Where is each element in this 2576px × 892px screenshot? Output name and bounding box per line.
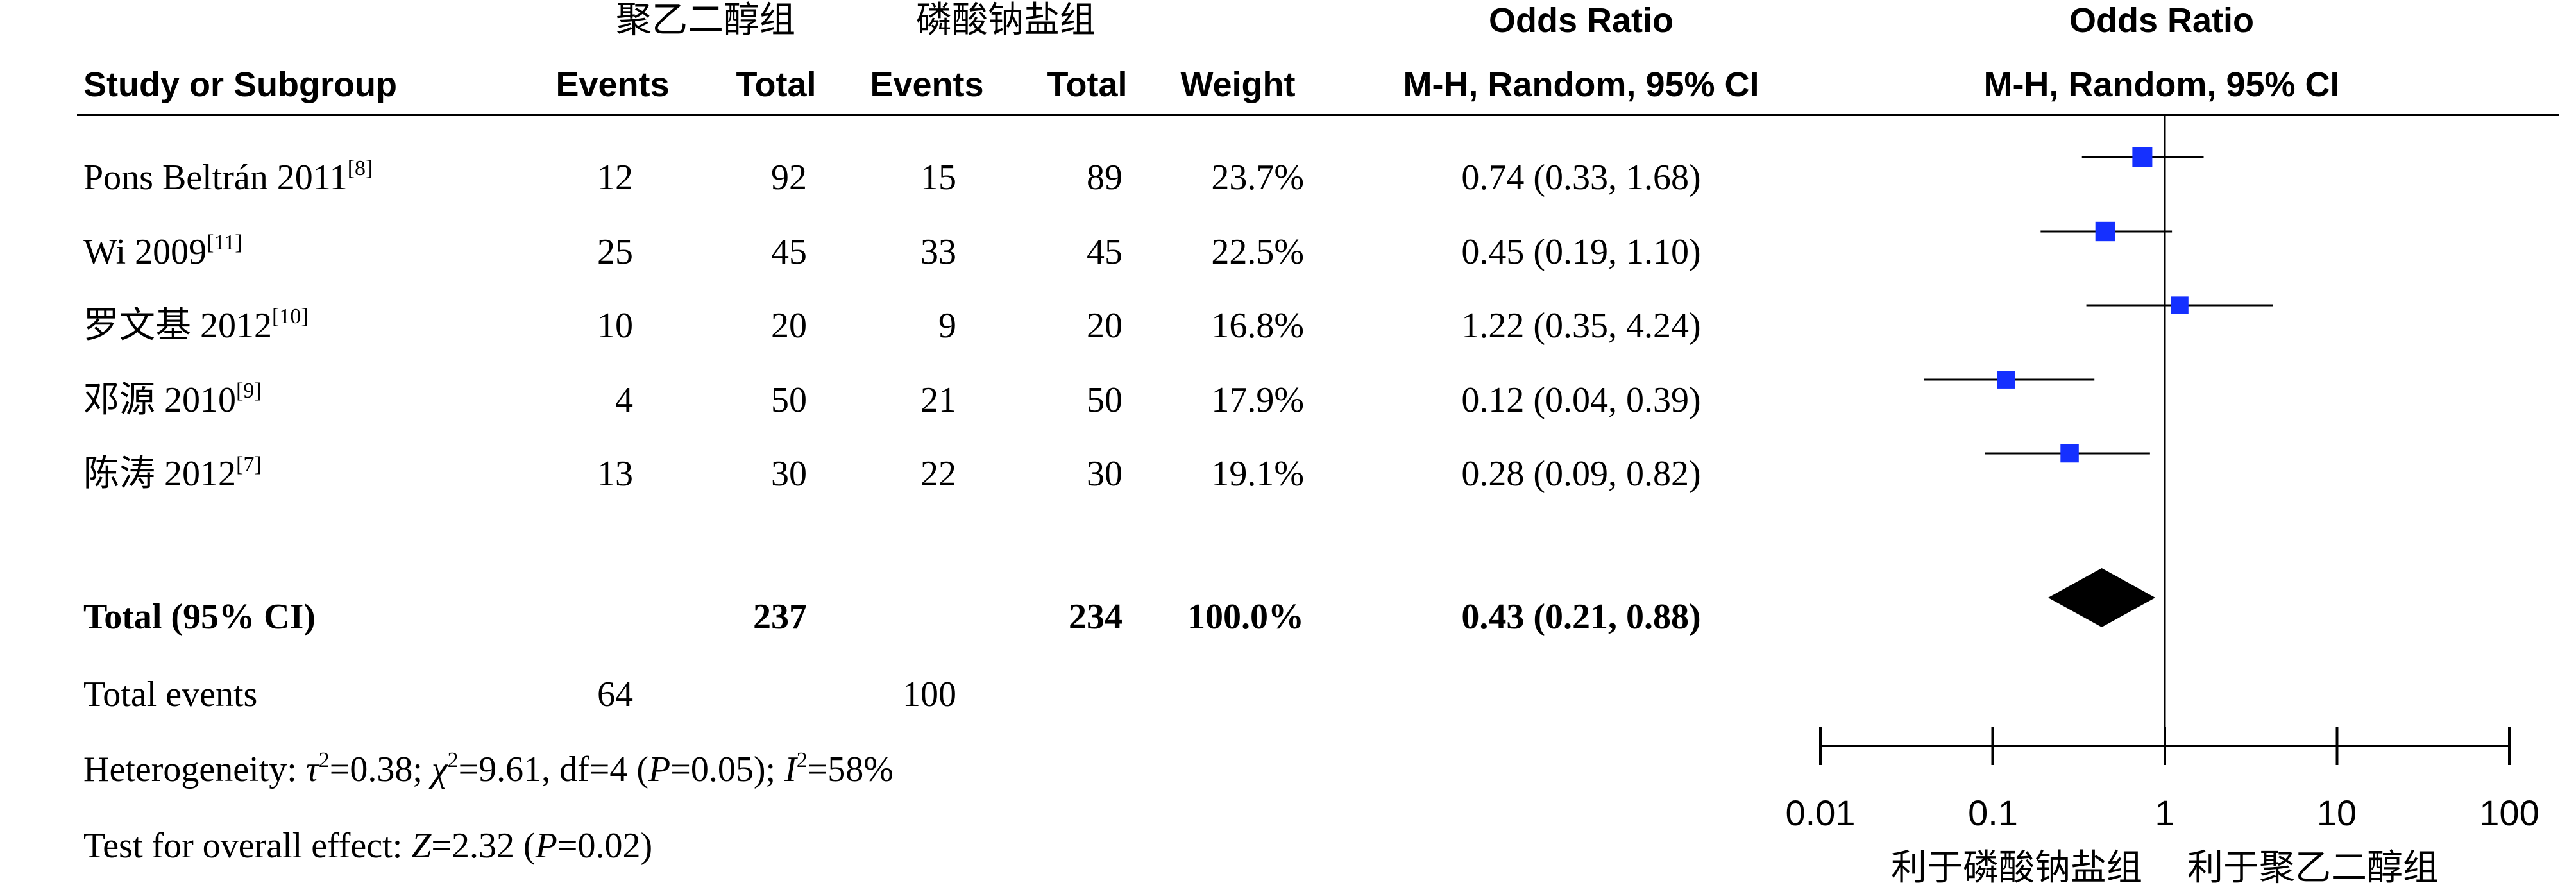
weight-cell: 22.5% xyxy=(1211,232,1304,272)
total-events1: 64 xyxy=(597,675,633,714)
study-ref: [10] xyxy=(272,305,309,328)
total2-cell: 20 xyxy=(1087,306,1123,346)
weight-col-header: Weight xyxy=(1181,65,1296,104)
events2-cell: 33 xyxy=(920,232,956,272)
events1-cell: 12 xyxy=(597,158,633,198)
favours-right-label: 利于聚乙二醇组 xyxy=(2187,847,2439,889)
study-name: 罗文基 2012[10] xyxy=(83,305,309,346)
events2-cell: 9 xyxy=(938,306,956,346)
total1-cell: 20 xyxy=(771,306,807,346)
pooled-diamond xyxy=(2048,568,2156,627)
ci-cell: 1.22 (0.35, 4.24) xyxy=(1461,306,1700,346)
total-events2: 100 xyxy=(902,675,956,714)
weight-cell: 19.1% xyxy=(1211,454,1304,494)
tick-label: 100 xyxy=(2479,793,2539,833)
study-marker xyxy=(2060,444,2079,463)
total2-col-header: Total xyxy=(1047,65,1128,104)
total2-cell: 30 xyxy=(1087,454,1123,494)
study-name: 陈涛 2012[7] xyxy=(83,453,262,494)
method-plot-header: M-H, Random, 95% CI xyxy=(1983,65,2339,104)
study-row: Wi 2009[11] 25 45 33 45 22.5% 0.45 (0.19… xyxy=(83,231,1701,272)
events2-col-header: Events xyxy=(870,65,983,104)
forest-plot-area xyxy=(1819,115,2511,765)
ci-cell: 0.45 (0.19, 1.10) xyxy=(1461,232,1700,272)
total2-cell: 89 xyxy=(1087,158,1123,198)
ci-cell: 0.12 (0.04, 0.39) xyxy=(1461,380,1700,420)
study-row: 邓源 2010[9] 4 50 21 50 17.9% 0.12 (0.04, … xyxy=(83,379,1701,420)
events1-col-header: Events xyxy=(555,65,669,104)
total1-cell: 50 xyxy=(771,380,807,420)
overall-effect-text: Test for overall effect: Z=2.32 (P=0.02) xyxy=(83,826,652,866)
events2-cell: 22 xyxy=(920,454,956,494)
ci-cell: 0.74 (0.33, 1.68) xyxy=(1461,158,1700,198)
method-col-header: M-H, Random, 95% CI xyxy=(1403,65,1759,104)
total2-cell: 45 xyxy=(1087,232,1123,272)
study-ref: [7] xyxy=(236,453,262,476)
weight-cell: 17.9% xyxy=(1211,380,1304,420)
total1-cell: 30 xyxy=(771,454,807,494)
total-label: Total (95% CI) xyxy=(83,597,316,637)
study-name: Pons Beltrán 2011[8] xyxy=(83,156,373,198)
group1-header: 聚乙二醇组 xyxy=(616,0,795,41)
weight-cell: 16.8% xyxy=(1211,306,1304,346)
tick-label: 0.1 xyxy=(1968,793,2018,833)
odds-ratio-title: Odds Ratio xyxy=(1489,1,1674,40)
weight-cell: 23.7% xyxy=(1211,158,1304,198)
study-row: 陈涛 2012[7] 13 30 22 30 19.1% 0.28 (0.09,… xyxy=(83,453,1701,494)
events1-cell: 25 xyxy=(597,232,633,272)
total-row: Total (95% CI) 237 234 100.0% 0.43 (0.21… xyxy=(83,597,1701,637)
events1-cell: 10 xyxy=(597,306,633,346)
group2-header: 磷酸钠盐组 xyxy=(916,0,1096,41)
study-ref: [8] xyxy=(348,156,373,180)
total-events-row: Total events 64 100 xyxy=(83,675,956,714)
study-marker xyxy=(1997,371,2015,389)
total1-cell: 92 xyxy=(771,158,807,198)
study-marker xyxy=(2171,296,2189,314)
study-name: Wi 2009[11] xyxy=(83,231,242,272)
odds-ratio-plot-title: Odds Ratio xyxy=(2069,1,2254,40)
total-events-label: Total events xyxy=(83,675,257,714)
total1-col-header: Total xyxy=(736,65,817,104)
total-weight: 100.0% xyxy=(1187,597,1304,637)
study-marker xyxy=(2095,221,2115,242)
total2-cell: 50 xyxy=(1087,380,1123,420)
study-name: 邓源 2010[9] xyxy=(83,379,262,420)
total1-sum: 237 xyxy=(753,597,807,637)
events1-cell: 4 xyxy=(615,380,633,420)
total2-sum: 234 xyxy=(1069,597,1123,637)
pooled-ci: 0.43 (0.21, 0.88) xyxy=(1461,597,1700,637)
tick-label: 1 xyxy=(2155,793,2174,833)
study-marker xyxy=(2132,147,2153,167)
ci-cell: 0.28 (0.09, 0.82) xyxy=(1461,454,1700,494)
tick-label: 0.01 xyxy=(1786,793,1856,833)
tick-label: 10 xyxy=(2317,793,2357,833)
events2-cell: 21 xyxy=(920,380,956,420)
heterogeneity-text: Heterogeneity: τ2=0.38; χ2=9.61, df=4 (P… xyxy=(83,748,894,789)
events2-cell: 15 xyxy=(920,158,956,198)
study-ref: [9] xyxy=(236,379,262,403)
total1-cell: 45 xyxy=(771,232,807,272)
favours-left-label: 利于磷酸钠盐组 xyxy=(1891,847,2142,889)
study-col-header: Study or Subgroup xyxy=(83,65,397,104)
study-row: 罗文基 2012[10] 10 20 9 20 16.8% 1.22 (0.35… xyxy=(83,305,1701,346)
events1-cell: 13 xyxy=(597,454,633,494)
study-ref: [11] xyxy=(207,231,242,255)
study-row: Pons Beltrán 2011[8] 12 92 15 89 23.7% 0… xyxy=(83,156,1701,198)
